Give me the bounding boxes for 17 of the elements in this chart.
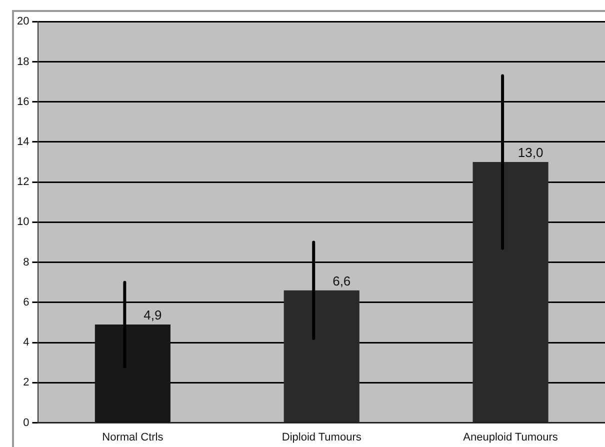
y-tick-label: 12 <box>16 176 30 188</box>
x-tick-label: Diploid Tumours <box>282 431 362 444</box>
y-tick-label: 4 <box>23 336 30 349</box>
x-tick-label: Aneuploid Tumours <box>463 431 558 444</box>
y-tick-label: 2 <box>23 376 30 389</box>
data-label: 13,0 <box>518 145 544 160</box>
x-tick-label: Normal Ctrls <box>102 431 164 444</box>
y-tick-label: 18 <box>16 56 30 68</box>
y-tick-label: 20 <box>16 16 30 28</box>
y-tick-label: 8 <box>23 256 30 268</box>
data-label: 4,9 <box>144 308 162 323</box>
y-tick-label: 0 <box>23 416 30 429</box>
y-tick-label: 6 <box>23 296 30 308</box>
y-tick-label: 14 <box>16 136 30 148</box>
y-tick-label: 16 <box>16 96 30 108</box>
data-label: 6,6 <box>332 273 351 288</box>
y-tick-label: 10 <box>16 216 30 228</box>
